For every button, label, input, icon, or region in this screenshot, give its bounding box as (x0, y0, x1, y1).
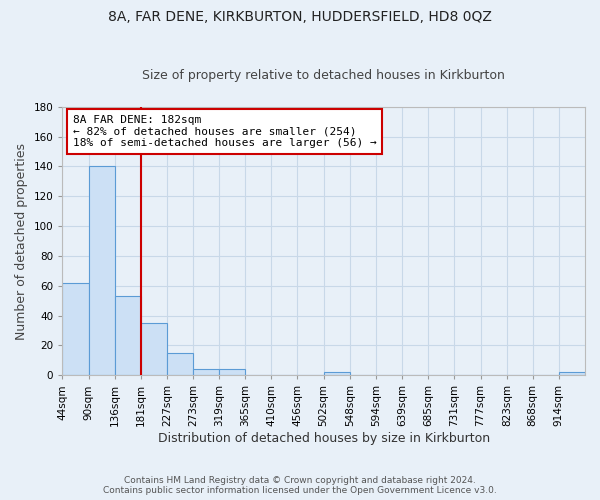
Bar (323, 372, 350, 376)
Bar (89, 166, 115, 376)
Bar (559, 372, 585, 376)
Bar (167, 353, 193, 376)
Title: Size of property relative to detached houses in Kirkburton: Size of property relative to detached ho… (142, 69, 505, 82)
X-axis label: Distribution of detached houses by size in Kirkburton: Distribution of detached houses by size … (158, 432, 490, 445)
Text: Contains HM Land Registry data © Crown copyright and database right 2024.
Contai: Contains HM Land Registry data © Crown c… (103, 476, 497, 495)
Text: 8A FAR DENE: 182sqm
← 82% of detached houses are smaller (254)
18% of semi-detac: 8A FAR DENE: 182sqm ← 82% of detached ho… (73, 115, 377, 148)
Text: 8A, FAR DENE, KIRKBURTON, HUDDERSFIELD, HD8 0QZ: 8A, FAR DENE, KIRKBURTON, HUDDERSFIELD, … (108, 10, 492, 24)
Bar (219, 370, 245, 376)
Y-axis label: Number of detached properties: Number of detached properties (15, 142, 28, 340)
Bar (140, 323, 167, 376)
Bar (193, 370, 219, 376)
Bar (62, 283, 89, 376)
Bar (115, 296, 140, 376)
